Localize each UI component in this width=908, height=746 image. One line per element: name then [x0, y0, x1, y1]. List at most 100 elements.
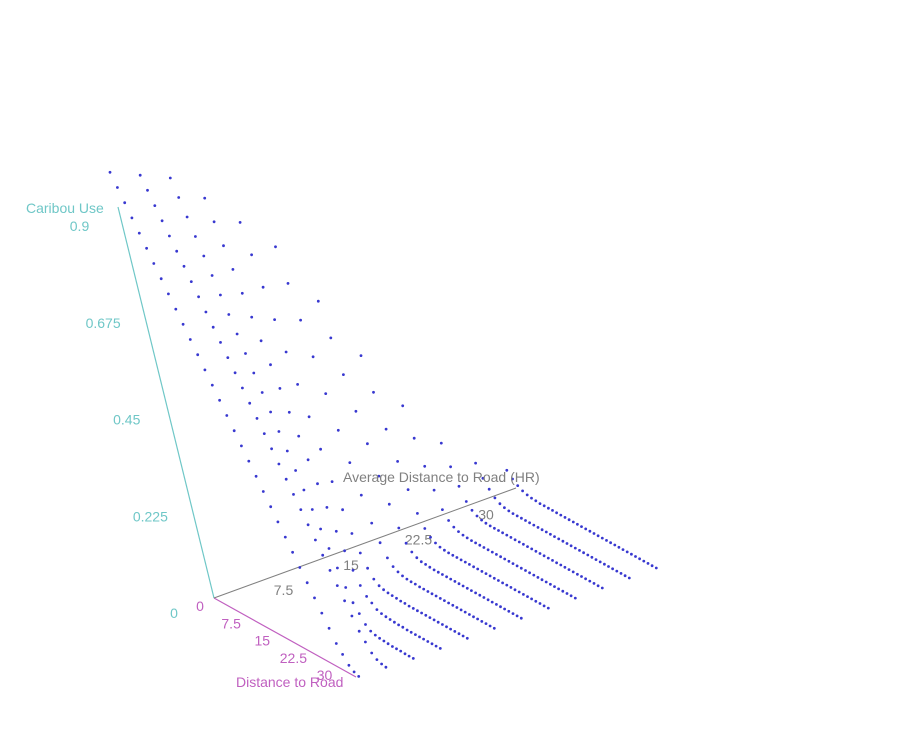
data-point — [465, 636, 469, 640]
data-point — [580, 575, 583, 578]
data-point — [457, 530, 460, 533]
data-point — [455, 556, 459, 559]
data-point — [396, 570, 400, 574]
data-point — [384, 615, 388, 619]
data-point — [390, 594, 394, 597]
data-point — [439, 441, 443, 445]
data-point — [488, 524, 492, 528]
data-point — [233, 371, 237, 375]
data-point — [372, 390, 375, 394]
data-point — [414, 633, 417, 636]
data-point — [351, 601, 355, 605]
data-point — [277, 430, 281, 433]
x-tick-label: 30 — [317, 667, 333, 683]
data-point — [546, 606, 550, 610]
z-tick-label: 0.225 — [133, 508, 168, 524]
data-point — [590, 555, 594, 559]
data-point — [396, 460, 399, 463]
x-axis-line — [213, 597, 357, 678]
data-point — [434, 541, 437, 545]
data-point — [511, 562, 515, 565]
data-point — [487, 487, 491, 491]
data-point — [181, 322, 185, 326]
data-point — [526, 545, 529, 548]
data-point — [241, 386, 244, 390]
data-point — [463, 560, 467, 564]
data-point — [235, 332, 239, 336]
data-point — [248, 401, 252, 405]
data-point — [369, 629, 373, 633]
data-point — [621, 548, 625, 551]
data-point — [576, 522, 579, 526]
data-point — [294, 469, 297, 472]
data-point — [447, 519, 450, 522]
data-point — [596, 534, 600, 538]
data-point — [393, 620, 396, 624]
data-point — [411, 657, 415, 660]
data-point — [336, 428, 340, 432]
data-point — [387, 502, 391, 506]
y-axis-line — [213, 487, 517, 599]
data-point — [219, 293, 222, 297]
data-point — [571, 520, 575, 524]
data-point — [364, 623, 367, 626]
data-point — [530, 496, 533, 500]
data-point — [557, 537, 561, 541]
data-point — [424, 563, 427, 566]
data-point — [327, 547, 331, 550]
data-point — [534, 549, 538, 553]
data-point — [528, 571, 531, 575]
data-point — [609, 541, 612, 545]
data-point — [505, 533, 509, 537]
data-point — [343, 599, 346, 603]
data-point — [432, 568, 436, 572]
data-point — [116, 186, 119, 189]
data-point — [108, 170, 112, 174]
data-point — [525, 493, 529, 497]
data-point — [185, 215, 189, 219]
x-tick-label: 7.5 — [221, 615, 241, 631]
data-point — [511, 512, 515, 515]
data-point — [342, 373, 345, 376]
z-tick-label: 0.9 — [70, 218, 90, 234]
data-point — [424, 613, 428, 617]
data-point — [430, 642, 434, 646]
data-point — [428, 616, 432, 619]
data-point — [476, 567, 480, 571]
data-point — [401, 404, 405, 408]
x-axis-label: Distance to Road — [236, 674, 343, 690]
data-point — [573, 596, 577, 600]
data-point — [493, 526, 496, 530]
data-point — [488, 574, 492, 578]
data-point — [407, 604, 411, 608]
data-point — [563, 516, 567, 519]
data-point — [420, 611, 423, 615]
data-point — [540, 578, 544, 582]
data-point — [565, 592, 569, 595]
data-point — [474, 591, 477, 595]
data-point — [536, 576, 540, 579]
data-point — [468, 563, 471, 566]
data-point — [625, 550, 629, 554]
data-point — [384, 665, 388, 669]
data-point — [240, 444, 243, 448]
data-point — [269, 505, 273, 509]
data-point — [542, 504, 546, 508]
data-point — [145, 246, 149, 250]
data-point — [519, 616, 523, 620]
x-axis-ticks: 0 7.5 15 22.5 30 — [196, 598, 332, 683]
data-point — [642, 559, 646, 563]
data-point — [449, 577, 453, 581]
data-point — [210, 383, 214, 387]
data-point — [261, 285, 265, 289]
data-point — [472, 615, 475, 619]
data-point — [422, 587, 426, 591]
data-point — [283, 535, 287, 539]
data-point — [432, 488, 436, 492]
data-point — [549, 532, 552, 536]
data-point — [365, 595, 368, 598]
data-point — [586, 553, 590, 557]
data-point — [137, 231, 141, 235]
y-tick-label: 22.5 — [405, 532, 432, 548]
